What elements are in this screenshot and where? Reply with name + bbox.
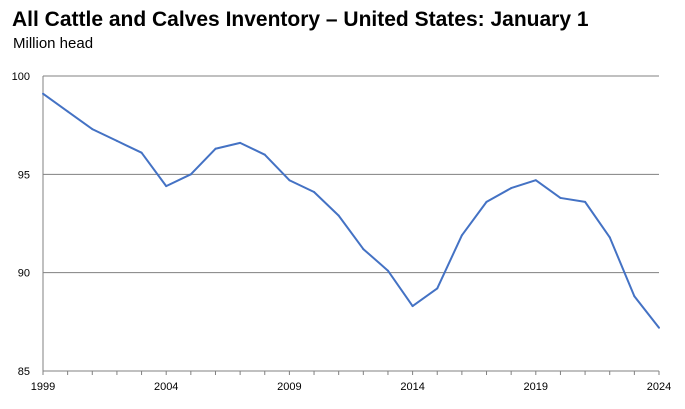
tick-labels: 85 90 95 100 1999 2004 2009 2014 2019 2024: [12, 71, 672, 393]
series-line: [42, 92, 660, 329]
data-point: [584, 200, 587, 203]
data-point: [460, 234, 463, 237]
data-point: [91, 128, 94, 131]
data-point: [411, 305, 414, 308]
data-point: [115, 139, 118, 142]
data-point: [288, 179, 291, 182]
data-point: [189, 173, 192, 176]
data-point: [165, 185, 168, 188]
grid-lines: [43, 75, 659, 274]
series-layer: [42, 92, 660, 329]
data-point: [66, 110, 69, 113]
data-point: [214, 147, 217, 150]
data-point: [485, 200, 488, 203]
data-point: [337, 214, 340, 217]
data-point: [534, 179, 537, 182]
data-point: [386, 269, 389, 272]
data-point: [239, 141, 242, 144]
x-tick-label: 2009: [277, 381, 301, 393]
y-tick-label: 90: [18, 268, 30, 280]
chart-subtitle: Million head: [13, 35, 94, 52]
y-tick-label: 100: [12, 71, 30, 83]
data-point: [140, 151, 143, 154]
x-tick-label: 2024: [647, 381, 671, 393]
data-point: [42, 92, 44, 95]
y-tick-label: 85: [18, 366, 30, 378]
x-tick-label: 2014: [400, 381, 424, 393]
data-point: [436, 287, 439, 290]
data-point: [313, 191, 316, 194]
chart-title: All Cattle and Calves Inventory – United…: [12, 8, 589, 31]
x-tick-label: 1999: [31, 381, 55, 393]
data-point: [608, 236, 611, 239]
data-point: [559, 196, 562, 199]
data-point: [633, 295, 636, 298]
data-point: [263, 153, 266, 156]
data-point: [510, 187, 513, 190]
y-tick-label: 95: [18, 169, 30, 181]
data-point: [362, 248, 365, 251]
axes: [42, 76, 660, 375]
data-point: [658, 326, 660, 329]
x-tick-label: 2019: [524, 381, 548, 393]
x-tick-label: 2004: [154, 381, 178, 393]
